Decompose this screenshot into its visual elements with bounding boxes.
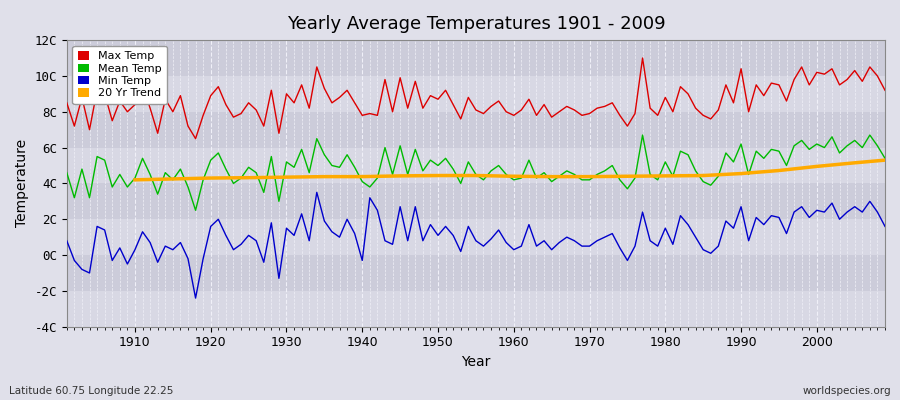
Y-axis label: Temperature: Temperature	[15, 139, 29, 228]
Bar	[67, 255, 885, 291]
Bar	[67, 112, 885, 148]
Title: Yearly Average Temperatures 1901 - 2009: Yearly Average Temperatures 1901 - 2009	[286, 15, 665, 33]
Bar	[67, 148, 885, 184]
Bar	[67, 219, 885, 255]
Bar	[67, 184, 885, 219]
Legend: Max Temp, Mean Temp, Min Temp, 20 Yr Trend: Max Temp, Mean Temp, Min Temp, 20 Yr Tre…	[72, 46, 167, 104]
Bar	[67, 76, 885, 112]
X-axis label: Year: Year	[461, 355, 491, 369]
Text: worldspecies.org: worldspecies.org	[803, 386, 891, 396]
Bar	[67, 291, 885, 327]
Bar	[67, 40, 885, 76]
Text: Latitude 60.75 Longitude 22.25: Latitude 60.75 Longitude 22.25	[9, 386, 174, 396]
